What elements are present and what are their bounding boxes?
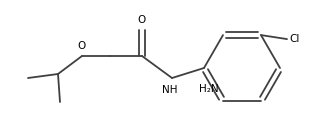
Text: NH: NH: [162, 85, 178, 95]
Text: Cl: Cl: [289, 34, 299, 44]
Text: O: O: [78, 41, 86, 51]
Text: H₂N: H₂N: [200, 84, 219, 94]
Text: O: O: [138, 15, 146, 25]
